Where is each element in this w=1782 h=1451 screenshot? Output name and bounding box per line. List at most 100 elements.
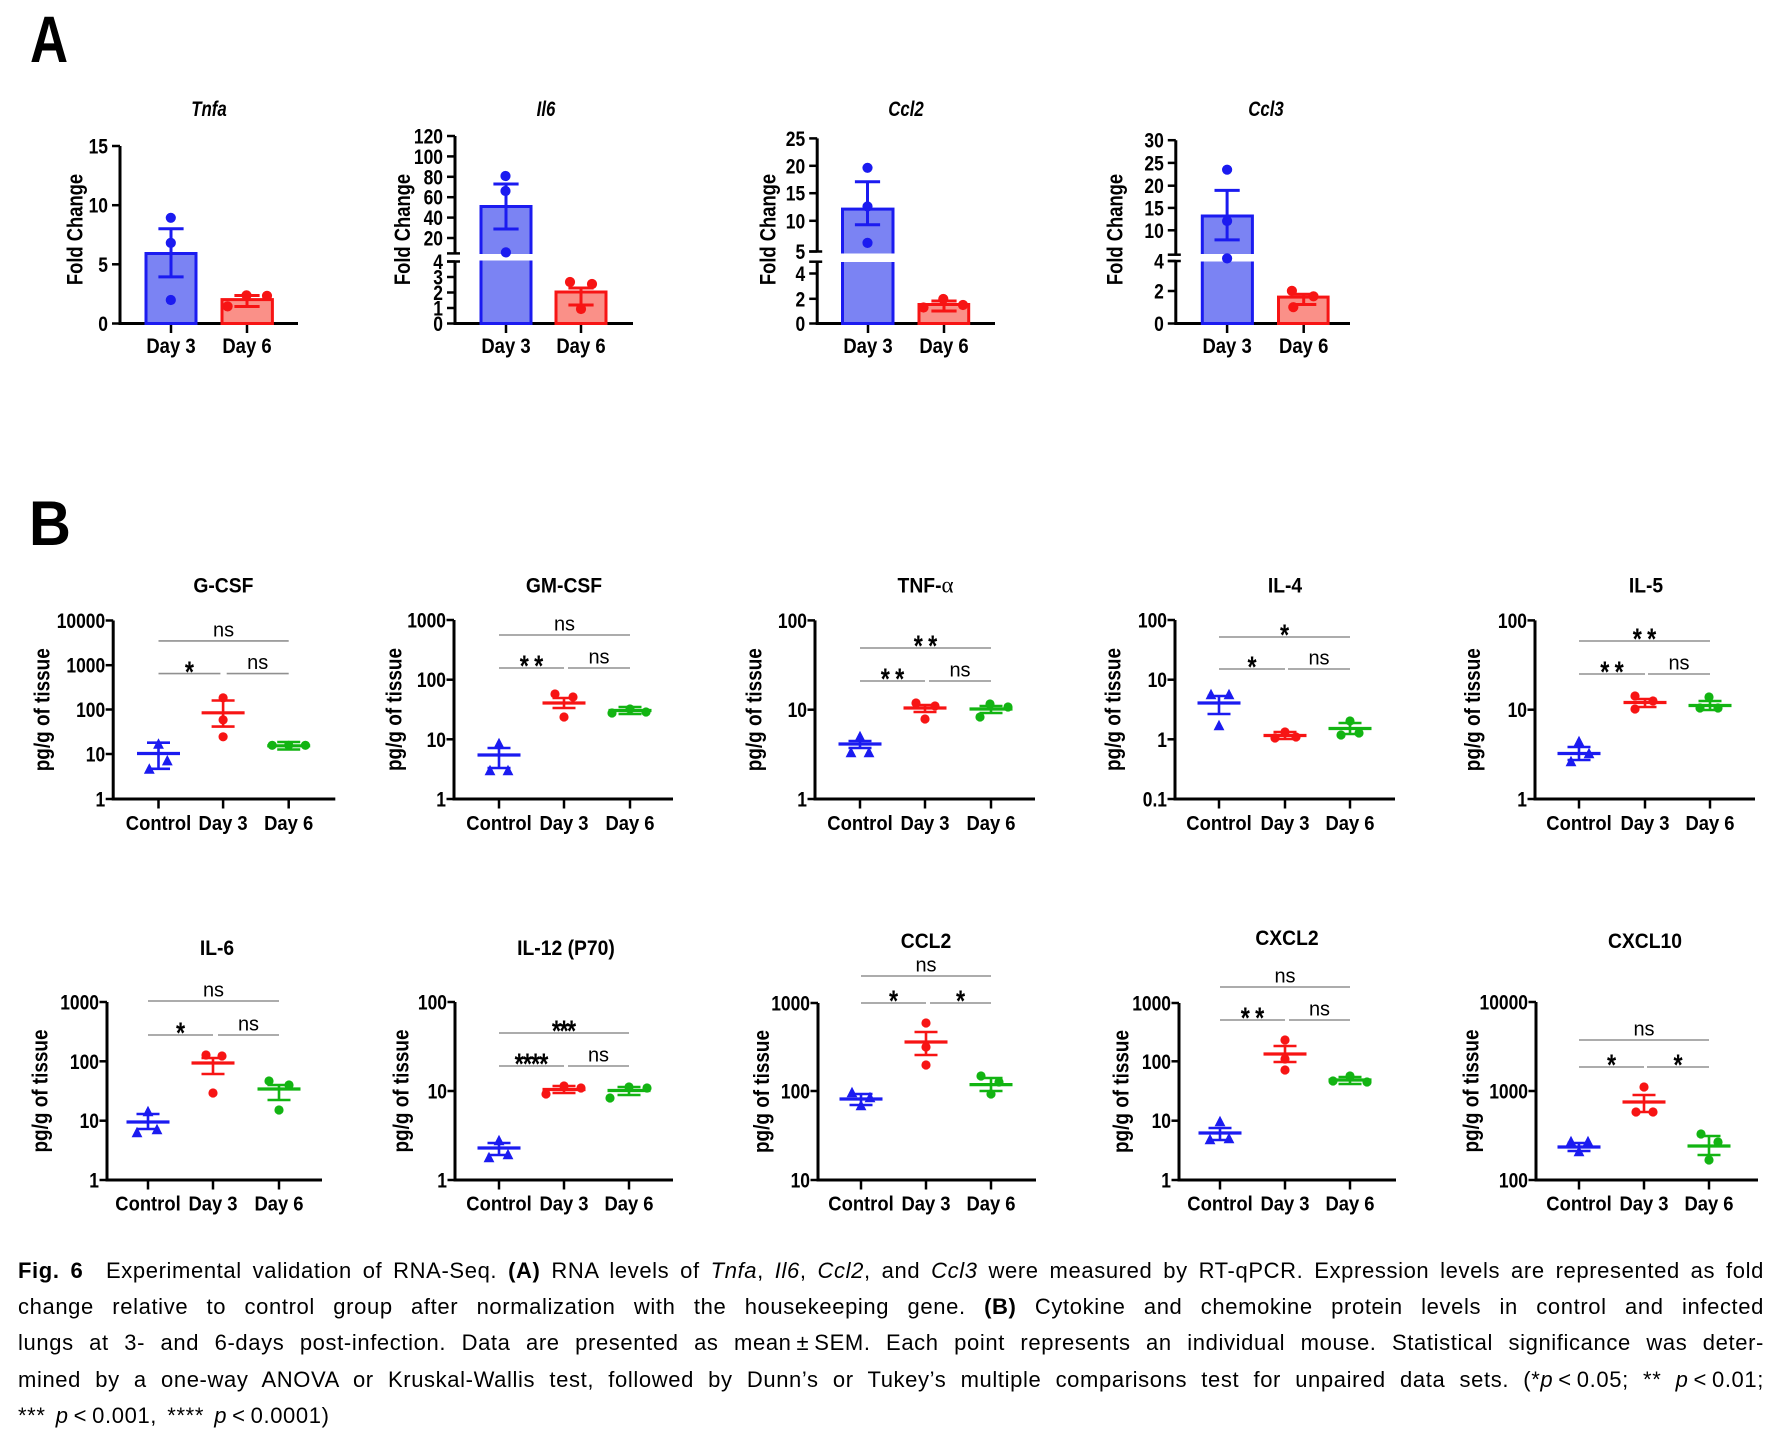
svg-text:Il6: Il6	[537, 98, 556, 121]
svg-text:ns: ns	[238, 1014, 259, 1036]
svg-text:0.1: 0.1	[1143, 789, 1167, 812]
svg-text:*: *	[534, 650, 543, 683]
svg-text:pg/g of tissue: pg/g of tissue	[742, 648, 767, 771]
svg-text:ns: ns	[588, 1045, 609, 1067]
svg-text:1: 1	[437, 1170, 447, 1193]
svg-text:2: 2	[433, 282, 443, 305]
svg-text:*: *	[539, 1048, 548, 1081]
svg-text:1: 1	[797, 789, 807, 812]
svg-text:*: *	[1255, 1002, 1264, 1035]
svg-text:10: 10	[80, 1110, 99, 1133]
svg-text:Fold Change: Fold Change	[1103, 174, 1128, 285]
svg-text:Control: Control	[1546, 1194, 1611, 1216]
svg-text:*: *	[1673, 1049, 1682, 1082]
svg-text:100: 100	[417, 669, 446, 692]
svg-text:10: 10	[791, 1170, 810, 1193]
svg-text:pg/g of tissue: pg/g of tissue	[30, 648, 55, 771]
svg-text:*: *	[1615, 656, 1624, 689]
svg-text:IL-5: IL-5	[1629, 575, 1664, 598]
svg-text:Control: Control	[828, 1194, 893, 1216]
svg-text:10: 10	[1508, 699, 1527, 722]
svg-text:10: 10	[428, 1081, 447, 1104]
svg-text:1: 1	[436, 789, 446, 812]
svg-text:Control: Control	[1546, 813, 1611, 835]
svg-text:15: 15	[1144, 197, 1164, 220]
svg-text:ns: ns	[554, 614, 575, 636]
svg-text:10: 10	[1144, 220, 1163, 243]
svg-text:CCL2: CCL2	[901, 930, 952, 953]
svg-text:0: 0	[1154, 313, 1164, 336]
svg-text:10: 10	[89, 195, 108, 218]
svg-text:10: 10	[786, 210, 805, 233]
svg-text:20: 20	[424, 228, 443, 251]
svg-text:20: 20	[786, 155, 805, 178]
svg-text:Day 6: Day 6	[966, 813, 1015, 835]
svg-text:Day 3: Day 3	[1620, 813, 1669, 835]
svg-text:Day 6: Day 6	[919, 335, 968, 358]
svg-text:100: 100	[70, 1051, 99, 1074]
svg-text:0: 0	[98, 313, 108, 336]
svg-text:*: *	[1241, 1002, 1250, 1035]
svg-text:ns: ns	[1274, 966, 1295, 988]
svg-text:*: *	[1247, 651, 1256, 684]
svg-text:A: A	[30, 2, 68, 76]
svg-text:0: 0	[796, 313, 806, 336]
svg-text:100: 100	[778, 610, 807, 633]
svg-text:10: 10	[427, 729, 446, 752]
svg-text:TNF-: TNF-	[898, 575, 942, 598]
svg-text:ns: ns	[213, 619, 234, 641]
svg-text:Day 3: Day 3	[539, 813, 588, 835]
svg-text:3: 3	[433, 267, 443, 290]
svg-text:Day 3: Day 3	[900, 813, 949, 835]
svg-text:Day 6: Day 6	[1279, 335, 1328, 358]
svg-text:0: 0	[433, 313, 443, 336]
svg-text:ns: ns	[203, 980, 224, 1002]
svg-text:Control: Control	[827, 813, 892, 835]
svg-text:10: 10	[1148, 669, 1167, 692]
svg-text:*: *	[881, 663, 890, 696]
svg-text:Day 6: Day 6	[254, 1194, 303, 1216]
svg-text:*: *	[515, 1048, 524, 1081]
svg-text:pg/g of tissue: pg/g of tissue	[1459, 1030, 1484, 1153]
svg-text:IL-4: IL-4	[1268, 575, 1303, 598]
svg-text:1000: 1000	[1132, 993, 1171, 1016]
svg-text:100: 100	[781, 1081, 810, 1104]
svg-text:*: *	[1280, 619, 1289, 652]
svg-text:Day 3: Day 3	[1260, 813, 1309, 835]
svg-text:*: *	[1607, 1049, 1616, 1082]
svg-text:*: *	[956, 985, 965, 1018]
svg-text:*: *	[176, 1017, 185, 1050]
svg-text:Control: Control	[466, 813, 531, 835]
svg-text:20: 20	[1144, 175, 1163, 198]
svg-text:Day 3: Day 3	[901, 1194, 950, 1216]
svg-text:Day 3: Day 3	[1619, 1194, 1668, 1216]
svg-text:1: 1	[1157, 729, 1167, 752]
svg-text:5: 5	[98, 254, 108, 277]
svg-text:Day 6: Day 6	[264, 813, 313, 835]
svg-text:Day 6: Day 6	[1684, 1194, 1733, 1216]
svg-text:Day 3: Day 3	[199, 813, 248, 835]
svg-text:ns: ns	[1309, 999, 1330, 1021]
svg-text:1: 1	[1517, 789, 1527, 812]
svg-text:*: *	[559, 1015, 568, 1048]
svg-text:Fold Change: Fold Change	[63, 174, 88, 285]
svg-text:B: B	[29, 489, 71, 559]
svg-text:100: 100	[418, 992, 447, 1015]
svg-text:G-CSF: G-CSF	[193, 575, 253, 598]
svg-text:Day 6: Day 6	[966, 1194, 1015, 1216]
svg-text:*: *	[928, 630, 937, 663]
svg-text:Fold Change: Fold Change	[756, 174, 781, 285]
svg-text:1000: 1000	[407, 610, 446, 633]
svg-text:Day 3: Day 3	[539, 1194, 588, 1216]
svg-text:Control: Control	[1187, 1194, 1252, 1216]
svg-text:*: *	[185, 656, 194, 689]
svg-text:Control: Control	[1186, 813, 1251, 835]
svg-text:ns: ns	[1308, 648, 1329, 670]
svg-text:100: 100	[1499, 1170, 1528, 1193]
svg-text:4: 4	[433, 251, 443, 274]
svg-text:Control: Control	[115, 1194, 180, 1216]
svg-text:Day 3: Day 3	[1202, 335, 1251, 358]
svg-text:10000: 10000	[57, 610, 106, 633]
svg-text:ns: ns	[915, 955, 936, 977]
svg-text:ns: ns	[247, 652, 268, 674]
